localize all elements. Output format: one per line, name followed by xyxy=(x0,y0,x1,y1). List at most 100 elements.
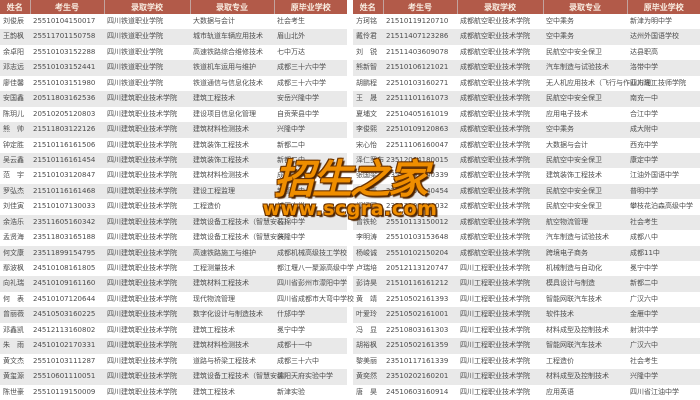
cell-name: 王韵枫 xyxy=(0,29,30,45)
cell-exam-number: 24510107120644 xyxy=(33,294,96,303)
cell-name: 黄奕然 xyxy=(353,369,383,385)
cell-name: 熊 帅 xyxy=(0,122,30,138)
cell-exam-number: 25510102150204 xyxy=(383,245,457,261)
cell-admitted-major: 数字化设计与制造技术 xyxy=(190,307,274,323)
cell-admitted-major: 建筑工程技术 xyxy=(193,325,235,334)
cell-admitted-major: 汽车制造与试验技术 xyxy=(546,233,609,242)
cell-exam-number: 20512113120747 xyxy=(386,264,449,272)
cell-admitted-school: 四川建筑职业技术学院 xyxy=(104,307,190,323)
cell-exam-number: 24510603160914 xyxy=(386,387,449,396)
cell-origin-school: 南充一中 xyxy=(627,91,700,107)
cell-exam-number: 21511407123286 xyxy=(383,29,457,45)
cell-admitted-school: 四川建筑职业技术学院 xyxy=(107,325,177,334)
cell-admitted-major: 智能网联汽车技术 xyxy=(543,338,627,354)
cell-origin-school: 四川省江油中学 xyxy=(630,387,679,396)
cell-admitted-school: 四川建筑职业技术学院 xyxy=(107,140,177,149)
cell-admitted-school: 四川铁道职业学院 xyxy=(104,29,190,45)
column-header-exam-number: 考生号 xyxy=(382,0,457,14)
cell-admitted-major: 空中乘务 xyxy=(543,29,627,45)
cell-admitted-major: 民航空中安全保卫 xyxy=(546,47,602,56)
cell-admitted-major: 跨境电子商务 xyxy=(543,245,627,261)
cell-name: 唐 昊 xyxy=(356,387,377,396)
cell-name: 黄玺源 xyxy=(0,369,30,385)
cell-admitted-major: 大数据与会计 xyxy=(193,17,235,25)
table-row: 向礼瑞 24510109161160 四川建筑职业技术学院 建筑材料工程技术 四川省彭州… xyxy=(0,276,347,292)
cell-name: 曾丽薇 xyxy=(0,307,30,323)
cell-exam-number: 25510103111287 xyxy=(33,356,96,365)
cell-exam-number: 23511803165188 xyxy=(33,233,96,242)
table-row: 张国梁 23512603140339 成都航空职业技术学院 建筑装饰工程技术 江油外国语… xyxy=(353,168,700,183)
cell-admitted-major: 空中乘务 xyxy=(543,122,627,138)
cell-name: 曾铁轮 xyxy=(353,214,383,231)
cell-origin-school: 新都二中 xyxy=(274,152,347,169)
cell-exam-number: 24510108161805 xyxy=(33,264,96,272)
table-row: 泽仁罗布 23512004180015 成都航空职业技术学院 民航空中安全保卫 康定中学 xyxy=(353,152,700,169)
table-row: 冯 显 22510803161303 四川工程职业技术学院 材料成型及控制技术 射洪中学 xyxy=(353,323,700,338)
cell-admitted-major: 铁道机车运用与维护 xyxy=(190,60,274,76)
cell-exam-number: 23510117161339 xyxy=(386,356,449,365)
cell-admitted-school: 四川建筑职业技术学院 xyxy=(107,233,177,242)
cell-origin-school: 普明中学 xyxy=(627,183,700,200)
cell-admitted-major: 建筑材料检测技术 xyxy=(193,171,249,180)
cell-admitted-school: 成都航空职业技术学院 xyxy=(457,60,543,76)
cell-exam-number: 22510502161359 xyxy=(383,338,457,354)
cell-origin-school: 西充中学 xyxy=(630,140,658,149)
cell-origin-school: 社会考生 xyxy=(630,356,658,365)
cell-admitted-school: 四川工程职业技术学院 xyxy=(460,294,530,303)
table-row: 吴云鑫 21510116161454 四川建筑职业技术学院 建筑装饰工程技术 新都二中 xyxy=(0,152,347,169)
cell-admitted-major: 民航空中安全保卫 xyxy=(543,91,627,107)
cell-admitted-major: 建筑装饰工程技术 xyxy=(193,140,249,149)
cell-origin-school: 眉山北外 xyxy=(274,29,347,45)
cell-exam-number: 25510601110051 xyxy=(30,369,104,385)
cell-name: 廖佳馨 xyxy=(3,78,24,87)
table-row: 安国鑫 20511803162536 四川建筑职业技术学院 建筑工程技术 安岳兴隆中学 xyxy=(0,91,347,107)
cell-origin-school: 什邡中学 xyxy=(274,307,347,323)
table-row: 宋心怡 22511106160047 成都航空职业技术学院 大数据与会计 西充中学 xyxy=(353,138,700,153)
cell-origin-school: 四川省彭州市濛阳中学 xyxy=(274,276,347,292)
cell-origin-school: 江油外国语中学 xyxy=(630,171,679,180)
cell-origin-school: 成都八中 xyxy=(630,233,658,242)
cell-name: 吴云鑫 xyxy=(0,152,30,169)
cell-origin-school: 广汉六中 xyxy=(630,294,658,303)
cell-name: 彭诗昊 xyxy=(353,276,383,292)
table-row: 刘俊辰 25510104150017 四川铁道职业学院 大数据与会计 社会考生 xyxy=(0,14,347,29)
cell-origin-school: 兴隆中学 xyxy=(627,369,700,385)
cell-name: 刘俊辰 xyxy=(3,17,24,25)
table-row: 熊 帅 21511803122126 四川建筑职业技术学院 建筑材料检测技术 兴隆中学 xyxy=(0,122,347,138)
cell-origin-school: 洛带中学 xyxy=(627,60,700,76)
cell-exam-number: 21510119120710 xyxy=(386,17,449,25)
table-row: 黄玺源 25510601110051 四川建筑职业技术学院 建筑设备工程技术（智慧安装… xyxy=(0,369,347,385)
table-row: 彭诗昊 21510116161212 四川工程职业技术学院 模具设计与制造 新都二中 xyxy=(353,276,700,292)
column-header-admitted-school: 录取学校 xyxy=(456,0,543,14)
cell-exam-number: 23512603140339 xyxy=(386,171,449,180)
cell-exam-number: 21510107130033 xyxy=(33,202,96,211)
cell-exam-number: 24510109161160 xyxy=(30,276,104,292)
table-row: 卢瑞培 20512113120747 四川工程职业技术学院 机械制造与自动化 冕宁中学 xyxy=(353,261,700,276)
cell-exam-number: 25510103153648 xyxy=(386,233,449,242)
cell-name: 安国鑫 xyxy=(0,91,30,107)
cell-exam-number: 25510103152288 xyxy=(33,47,96,56)
cell-origin-school: 合江中学 xyxy=(630,109,658,118)
cell-exam-number: 22510109120863 xyxy=(383,122,457,138)
cell-name: 李俊熙 xyxy=(353,122,383,138)
cell-admitted-school: 四川工程职业技术学院 xyxy=(457,307,543,323)
cell-name: 夏埔文 xyxy=(356,109,377,118)
cell-name: 刘 锐 xyxy=(356,47,377,56)
table-row: 黄奕然 23510202160201 四川工程职业技术学院 材料成型及控制技术 兴隆中学 xyxy=(353,369,700,385)
cell-origin-school: 社会考生 xyxy=(627,214,700,231)
cell-admitted-major: 建筑装饰工程技术 xyxy=(190,152,274,169)
cell-admitted-major: 应用英语 xyxy=(546,387,574,396)
cell-origin-school: 广汉六中 xyxy=(627,338,700,354)
cell-admitted-school: 成都航空职业技术学院 xyxy=(457,183,543,200)
cell-exam-number: 23512106140454 xyxy=(383,183,457,200)
cell-exam-number: 22510803161303 xyxy=(386,325,449,334)
cell-name: 鄢波枫 xyxy=(3,264,24,272)
cell-admitted-school: 四川工程职业技术学院 xyxy=(460,387,530,396)
cell-exam-number: 21510116161468 xyxy=(30,183,104,200)
table-row: 朱 雨 24510102170331 四川建筑职业技术学院 建筑材料检测技术 成都十一中 xyxy=(0,338,347,354)
cell-admitted-school: 成都航空职业技术学院 xyxy=(457,245,543,261)
cell-origin-school: 成都十一中 xyxy=(274,338,347,354)
cell-admitted-major: 民航空中安全保卫 xyxy=(543,152,627,169)
cell-origin-school: 社会考生 xyxy=(277,17,305,25)
